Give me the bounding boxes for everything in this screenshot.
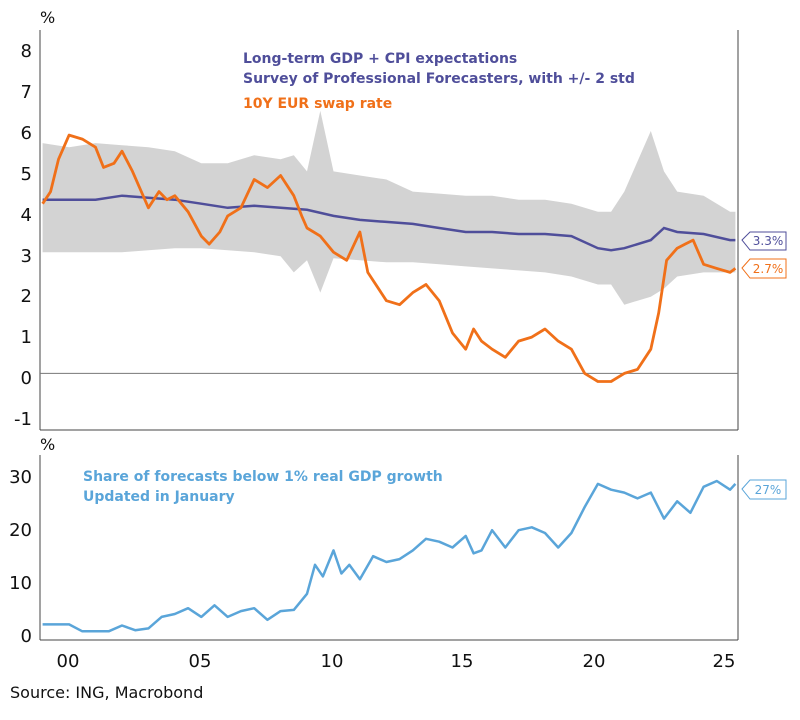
top-y-tick-label: 3 xyxy=(21,246,32,267)
top-y-tick-label: 1 xyxy=(21,327,32,348)
bottom-y-tick-label: 30 xyxy=(9,467,32,488)
top-y-tick-label: 4 xyxy=(21,205,32,226)
legend-gdp-cpi-line1: Long-term GDP + CPI expectations xyxy=(243,51,517,67)
callout-gdp-cpi: 3.3% xyxy=(741,231,787,251)
callout-swap-text: 2.7% xyxy=(753,262,784,276)
x-tick-label: 20 xyxy=(583,651,606,672)
legend-share-line1: Share of forecasts below 1% real GDP gro… xyxy=(83,469,443,485)
top-y-tick-label: 6 xyxy=(21,123,32,144)
top-y-tick-label: 5 xyxy=(21,164,32,185)
x-tick-label: 15 xyxy=(451,651,474,672)
bottom-unit-label: % xyxy=(40,435,55,454)
bottom-y-tick-label: 0 xyxy=(21,626,32,647)
share-below-1pct-line xyxy=(42,479,737,633)
std-band-area xyxy=(42,110,736,305)
callout-share-box xyxy=(741,479,787,500)
callout-gdp-cpi-text: 3.3% xyxy=(753,234,784,248)
x-tick-label: 05 xyxy=(189,651,212,672)
legend-swap: 10Y EUR swap rate xyxy=(243,96,392,112)
swap-rate-line xyxy=(41,133,737,383)
bottom-plot-layer xyxy=(42,479,737,633)
top-unit-label: % xyxy=(40,8,55,27)
x-tick-label: 10 xyxy=(321,651,344,672)
x-tick-label: 00 xyxy=(57,651,80,672)
legend-gdp-cpi-line2: Survey of Professional Forecasters, with… xyxy=(243,71,635,87)
callout-swap: 2.7% xyxy=(741,258,787,279)
bottom-y-tick-label: 10 xyxy=(9,573,32,594)
top-plot-layer xyxy=(40,110,738,383)
top-y-tick-label: -1 xyxy=(14,409,32,430)
top-y-tick-label: 8 xyxy=(21,41,32,62)
callout-gdp-cpi-box xyxy=(741,231,787,251)
bottom-y-tick-label: 20 xyxy=(9,520,32,541)
top-y-tick-label: 2 xyxy=(21,286,32,307)
callout-share: 27% xyxy=(741,479,787,500)
top-y-tick-label: 7 xyxy=(21,82,32,103)
top-y-tick-label: 0 xyxy=(21,368,32,389)
callout-share-text: 27% xyxy=(755,483,782,497)
callout-swap-box xyxy=(741,258,787,279)
x-tick-label: 25 xyxy=(713,651,736,672)
legend-share-line2: Updated in January xyxy=(83,489,235,505)
source-note: Source: ING, Macrobond xyxy=(10,683,203,702)
